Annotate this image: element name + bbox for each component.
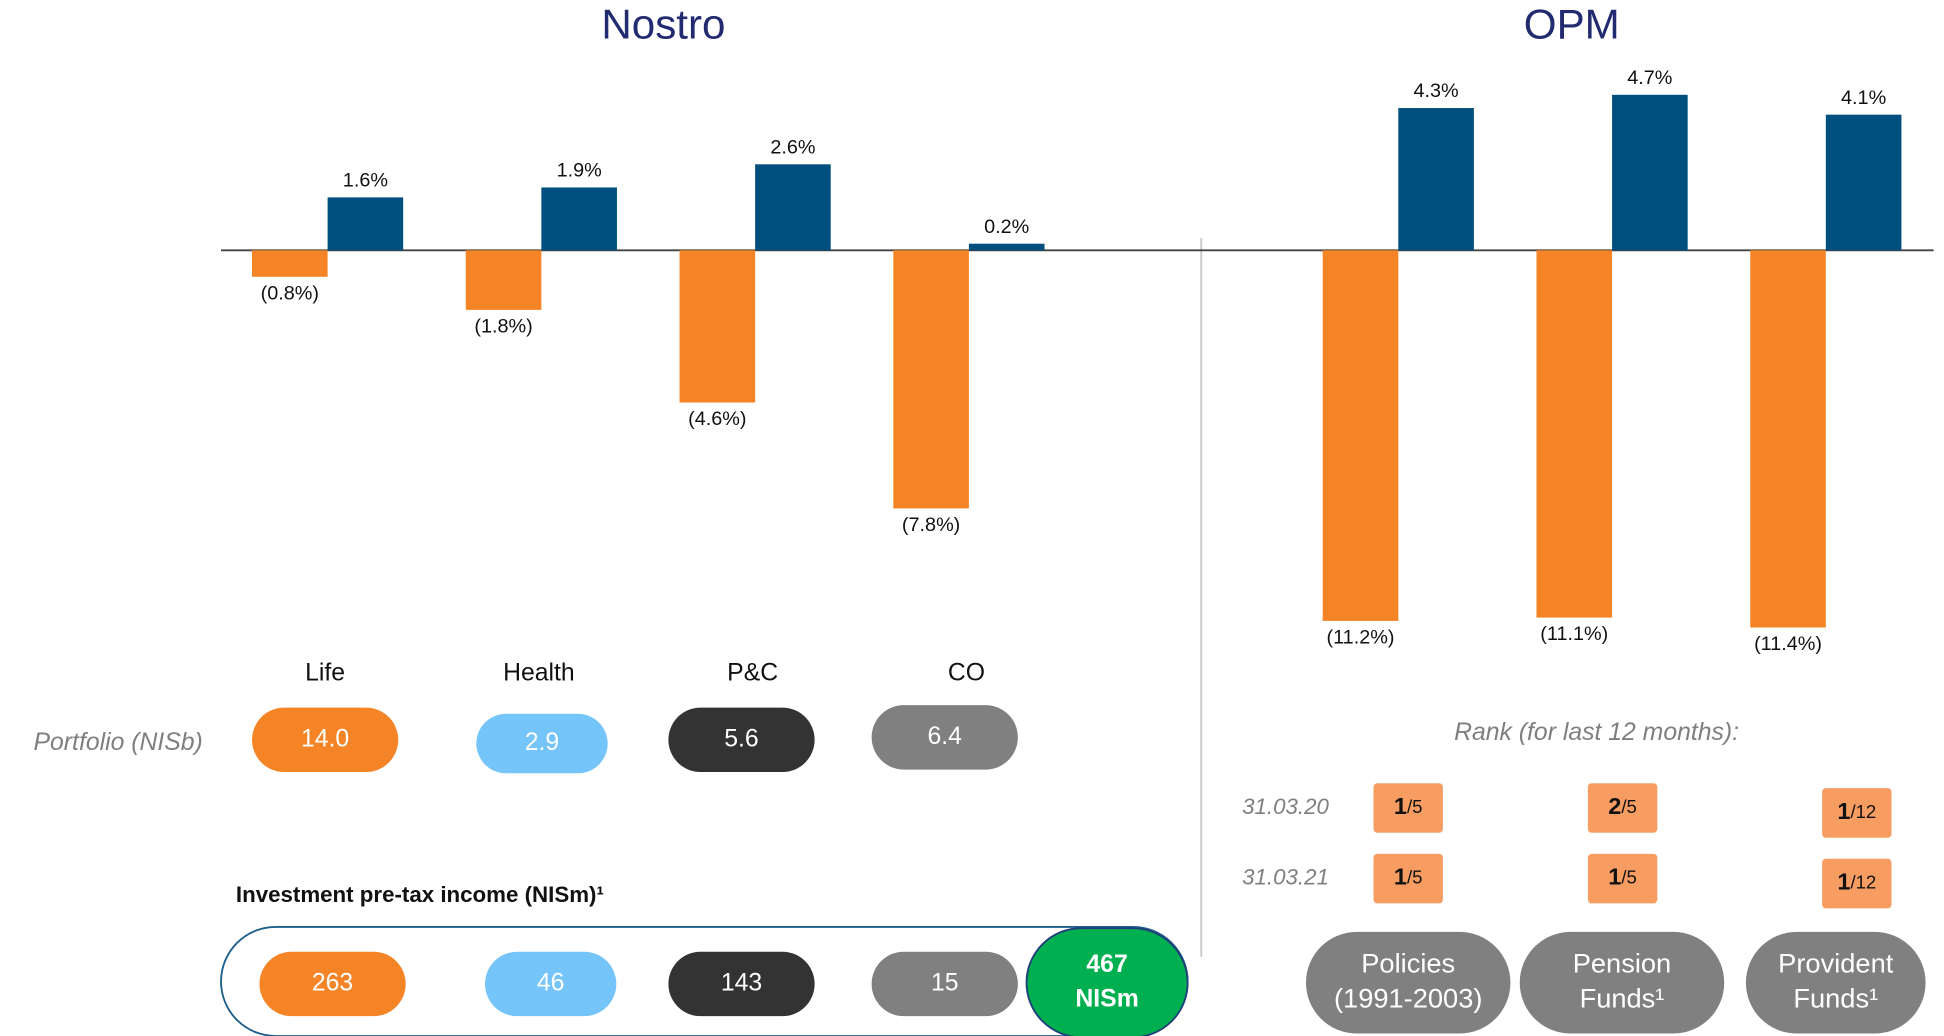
rank-box (1822, 858, 1892, 909)
income-pill (871, 951, 1018, 1017)
rank-text: 1/12 (1837, 869, 1876, 895)
rank-box (1587, 783, 1658, 833)
rank-box (1373, 783, 1443, 833)
bar (1612, 94, 1688, 251)
rank-date: 31.03.21 (1242, 865, 1329, 890)
data-label: (7.8%) (902, 514, 960, 536)
data-label: 4.7% (1627, 67, 1672, 89)
rank-total: /5 (1621, 867, 1636, 888)
income-pill (259, 951, 406, 1017)
income-value: 46 (537, 969, 565, 996)
data-label: (4.6%) (688, 408, 746, 430)
data-label: (11.2%) (1327, 626, 1395, 648)
data-label: 0.2% (984, 216, 1029, 238)
data-label: 4.1% (1841, 87, 1886, 109)
data-label: 1.6% (343, 170, 388, 192)
rank-total: /12 (1850, 871, 1876, 892)
rank-text: 2/5 (1608, 793, 1637, 819)
rank-text: 1/12 (1837, 798, 1876, 824)
portfolio-label: Portfolio (NISb) (34, 729, 203, 756)
category-label: Pension (1573, 948, 1671, 979)
income-value: 143 (721, 969, 762, 996)
portfolio-pill (252, 707, 399, 773)
portfolio-pill (871, 705, 1018, 770)
income-total-text: NISm (1075, 986, 1138, 1013)
bar (968, 243, 1045, 251)
chart-title: OPM (1524, 0, 1620, 47)
bar (252, 250, 328, 277)
data-label: 2.6% (770, 136, 815, 158)
rank-text: 1/5 (1608, 864, 1637, 890)
income-total-text: 467 (1086, 951, 1127, 978)
rank-box (1822, 788, 1892, 838)
category-label: Health (503, 660, 575, 687)
bar (465, 250, 542, 310)
bar (541, 187, 617, 251)
category-label: Policies (1361, 948, 1455, 979)
rank-value: 2 (1608, 793, 1621, 819)
rank-total: /12 (1850, 801, 1876, 822)
bar (1536, 250, 1613, 618)
portfolio-value: 2.9 (525, 729, 559, 756)
portfolio-pill (668, 707, 815, 773)
portfolio-pill (476, 713, 608, 774)
rank-total: /5 (1407, 796, 1423, 817)
rank-value: 1 (1608, 864, 1621, 890)
rank-value: 1 (1837, 869, 1850, 895)
income-title: Investment pre-tax income (NISm)¹ (236, 882, 604, 907)
bar (755, 164, 831, 251)
portfolio-value: 14.0 (301, 725, 349, 752)
bar (893, 250, 969, 509)
category-label: P&C (727, 660, 778, 687)
bar (679, 250, 756, 403)
data-label: 4.3% (1414, 80, 1459, 102)
data-label: 1.9% (557, 160, 602, 182)
data-label: (11.1%) (1540, 623, 1608, 645)
category-label: CO (948, 660, 985, 687)
data-label: (0.8%) (261, 282, 319, 304)
portfolio-value: 5.6 (724, 725, 758, 752)
category-pill (1305, 931, 1511, 1034)
rank-date: 31.03.20 (1242, 794, 1329, 819)
category-pill (1519, 931, 1725, 1034)
rank-value: 1 (1394, 864, 1407, 890)
category-label: Funds¹ (1793, 982, 1878, 1013)
portfolio-value: 6.4 (928, 723, 963, 750)
bar (1750, 250, 1826, 628)
bar (1322, 250, 1399, 621)
rank-title: Rank (for last 12 months): (1454, 719, 1739, 746)
rank-value: 1 (1394, 793, 1407, 819)
chart-title: Nostro (601, 0, 725, 47)
income-pill (668, 951, 815, 1017)
bar (1825, 114, 1902, 251)
rank-box (1373, 853, 1443, 904)
data-label: (11.4%) (1754, 633, 1822, 655)
bar (327, 197, 404, 251)
rank-value: 1 (1837, 798, 1850, 824)
category-label: (1991-2003) (1334, 982, 1482, 1013)
category-label: Life (305, 660, 345, 687)
category-pill (1745, 931, 1926, 1034)
data-label: (1.8%) (474, 315, 532, 337)
income-value: 15 (931, 969, 959, 996)
category-label: Provident (1778, 948, 1894, 979)
rank-text: 1/5 (1394, 793, 1423, 819)
rank-text: 1/5 (1394, 864, 1423, 890)
income-total (1025, 927, 1189, 1036)
category-label: Funds¹ (1580, 982, 1665, 1013)
income-pill (484, 951, 617, 1017)
rank-total: /5 (1407, 867, 1423, 888)
bar (1398, 108, 1474, 251)
rank-total: /5 (1621, 796, 1636, 817)
income-value: 263 (312, 969, 353, 996)
rank-box (1587, 853, 1658, 904)
